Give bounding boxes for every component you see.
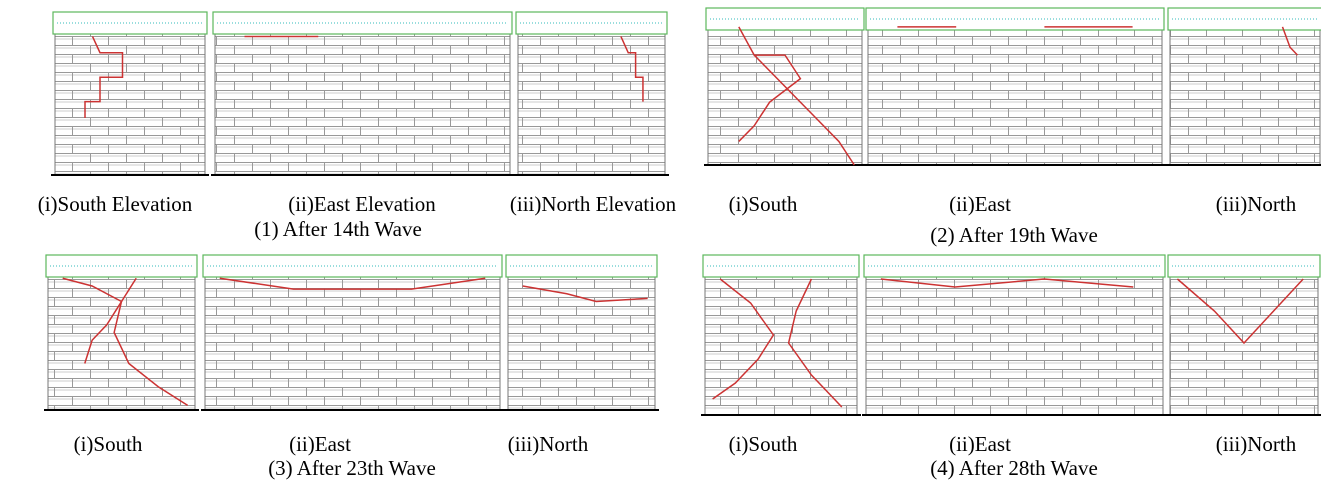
elevation-label: (ii)East [289, 432, 351, 456]
crack [113, 277, 189, 406]
crack [787, 278, 843, 408]
crack [84, 36, 124, 118]
panel-caption: (1) After 14th Wave [254, 217, 422, 241]
elevation-label: (i)South [729, 192, 798, 216]
parapet [45, 254, 198, 278]
panel-caption: (2) After 19th Wave [930, 223, 1098, 247]
crack [219, 277, 486, 290]
crack [1281, 26, 1299, 56]
crack [880, 278, 1134, 288]
wall [865, 272, 1164, 416]
crack [1176, 278, 1304, 345]
elevation-label: (iii)North [1216, 432, 1297, 456]
wall [707, 25, 863, 166]
crack [712, 278, 775, 400]
wall [704, 272, 858, 416]
wall [47, 272, 196, 411]
elevation-label: (iii)North [1216, 192, 1297, 216]
parapet [505, 254, 658, 278]
panel-caption: (3) After 23th Wave [268, 456, 436, 480]
elevation-label: (ii)East [949, 432, 1011, 456]
wall [517, 29, 666, 176]
crack [620, 36, 644, 102]
panel-caption: (4) After 28th Wave [930, 456, 1098, 480]
wall [54, 29, 206, 176]
crack [522, 285, 648, 303]
elevation-label: (ii)East Elevation [288, 192, 436, 216]
parapet [515, 11, 668, 35]
elevation-label: (iii)North Elevation [510, 192, 677, 216]
parapet [702, 254, 860, 278]
elevation-label: (i)South Elevation [38, 192, 193, 216]
elevation-label: (i)South [74, 432, 143, 456]
elevation-label: (ii)East [949, 192, 1011, 216]
parapet [212, 11, 513, 35]
elevation-label: (i)South [729, 432, 798, 456]
wall [204, 272, 501, 411]
crack [62, 277, 123, 364]
wall [867, 25, 1163, 166]
parapet [202, 254, 503, 278]
wall [1169, 25, 1321, 166]
wall [214, 29, 511, 176]
crack [753, 54, 855, 166]
elevation-label: (iii)North [508, 432, 589, 456]
parapet [863, 254, 1166, 278]
wall [507, 272, 656, 411]
